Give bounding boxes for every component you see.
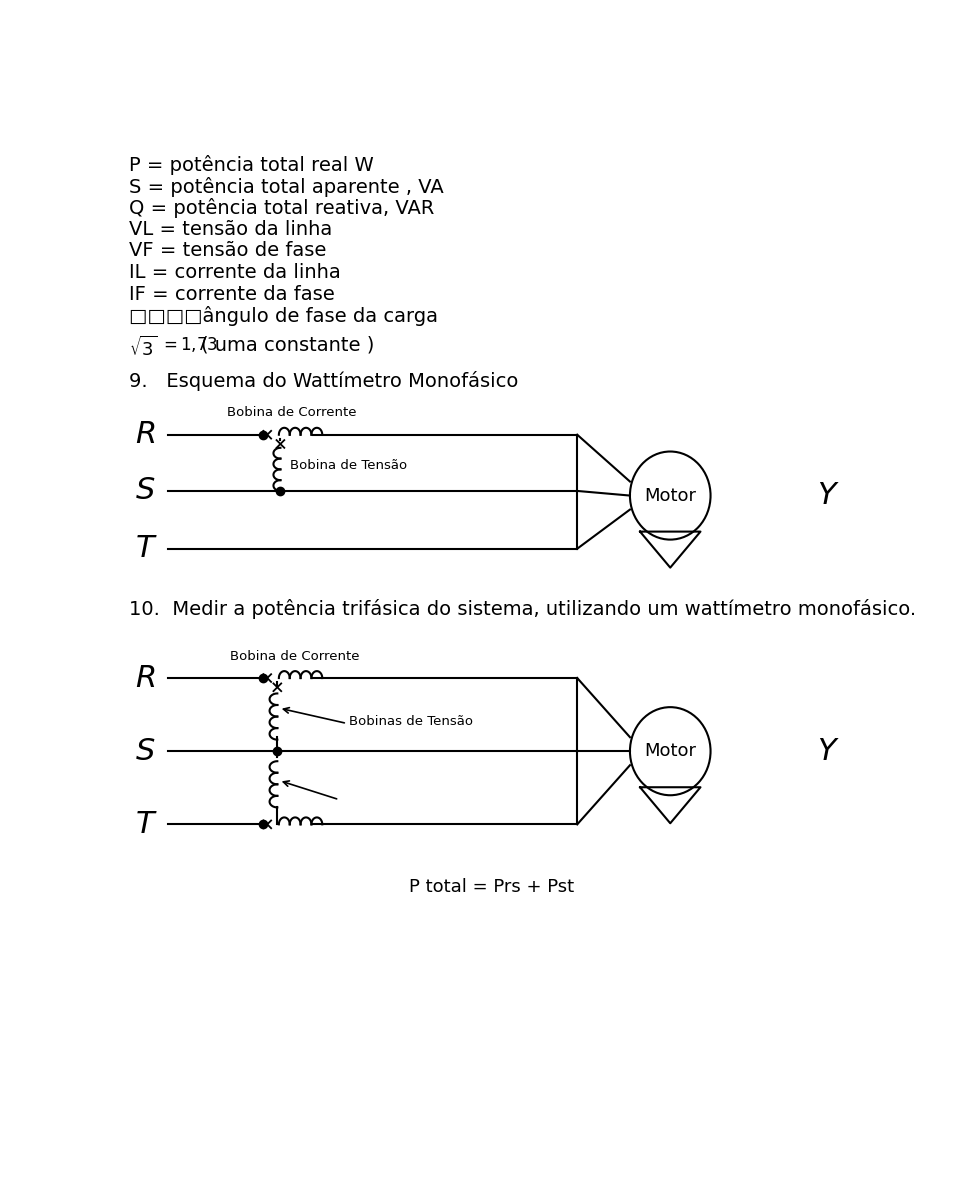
Text: 10.  Medir a potência trifásica do sistema, utilizando um wattímetro monofásico.: 10. Medir a potência trifásica do sistem… (130, 598, 917, 618)
Text: IF = corrente da fase: IF = corrente da fase (130, 285, 335, 304)
Text: P = potência total real W: P = potência total real W (130, 155, 374, 176)
Text: 9.   Esquema do Wattímetro Monofásico: 9. Esquema do Wattímetro Monofásico (130, 371, 518, 391)
Text: Y: Y (818, 736, 836, 766)
Text: VL = tensão da linha: VL = tensão da linha (130, 220, 332, 239)
Text: Bobina de Tensão: Bobina de Tensão (290, 459, 407, 472)
Text: VF = tensão de fase: VF = tensão de fase (130, 241, 326, 260)
Text: R: R (135, 421, 156, 449)
Text: $= 1{,}73$: $= 1{,}73$ (160, 336, 218, 355)
Text: Bobinas de Tensão: Bobinas de Tensão (348, 715, 472, 728)
Text: Y: Y (818, 481, 836, 510)
Text: S = potência total aparente , VA: S = potência total aparente , VA (130, 177, 444, 197)
Text: $\sqrt{3}$: $\sqrt{3}$ (130, 336, 157, 359)
Text: S: S (135, 736, 155, 766)
Text: T: T (135, 809, 155, 839)
Text: T: T (135, 534, 155, 563)
Text: Motor: Motor (644, 487, 696, 504)
Text: Q = potência total reativa, VAR: Q = potência total reativa, VAR (130, 198, 435, 218)
Text: R: R (135, 663, 156, 693)
Text: Bobina de Corrente: Bobina de Corrente (227, 406, 356, 419)
Text: IL = corrente da linha: IL = corrente da linha (130, 263, 341, 282)
Text: Motor: Motor (644, 742, 696, 760)
Text: P total = Prs + Pst: P total = Prs + Pst (409, 879, 575, 896)
Text: S: S (135, 476, 155, 505)
Text: Bobina de Corrente: Bobina de Corrente (230, 649, 360, 663)
Text: □□□□ângulo de fase da carga: □□□□ângulo de fase da carga (130, 306, 439, 326)
Text: ( uma constante ): ( uma constante ) (202, 336, 374, 355)
